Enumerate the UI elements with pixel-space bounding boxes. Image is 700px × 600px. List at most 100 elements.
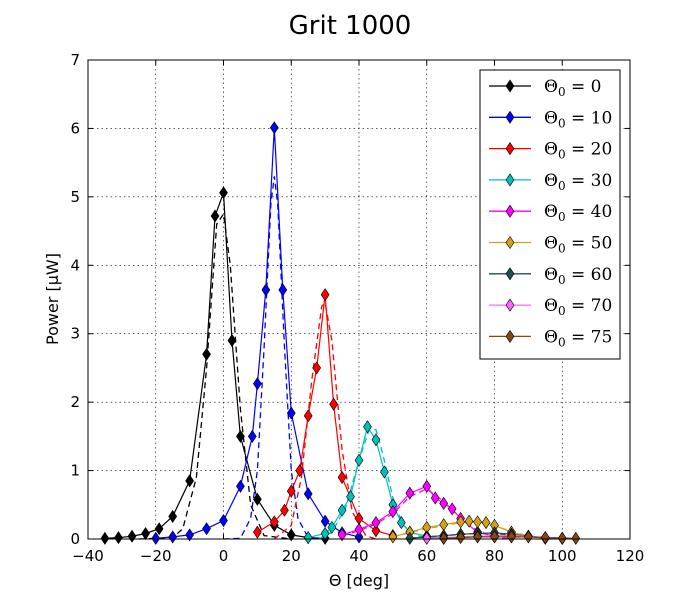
data-point — [312, 361, 322, 375]
data-point — [490, 530, 499, 544]
data-point — [464, 514, 474, 528]
data-point — [388, 505, 398, 519]
data-point — [439, 531, 449, 545]
legend-label: Θ0 = 10 — [544, 108, 612, 130]
legend-label: Θ0 = 50 — [544, 234, 612, 256]
data-point — [236, 429, 245, 443]
legend-marker — [505, 79, 515, 93]
data-point — [371, 524, 381, 538]
data-point — [202, 347, 211, 361]
data-point — [422, 479, 432, 493]
data-point — [380, 465, 389, 479]
series-0 — [100, 186, 330, 545]
y-tick-label: 4 — [70, 256, 80, 274]
data-point — [253, 525, 262, 539]
data-point — [473, 515, 482, 529]
data-point — [286, 528, 296, 542]
data-point — [524, 530, 533, 544]
legend-entry: Θ0 = 70 — [489, 296, 612, 318]
y-tick-label: 0 — [70, 530, 80, 548]
data-point — [346, 490, 355, 504]
data-point — [337, 470, 347, 484]
y-axis-title: Power [μW] — [43, 253, 62, 345]
data-point — [127, 529, 137, 543]
data-point — [354, 453, 364, 467]
y-tick-label: 7 — [70, 51, 80, 69]
legend-entry: Θ0 = 20 — [489, 140, 612, 162]
chart-title: Grit 1000 — [289, 11, 412, 41]
x-tick-label: 60 — [417, 547, 436, 565]
data-point — [388, 530, 398, 544]
legend-label: Θ0 = 70 — [544, 296, 612, 318]
data-point — [320, 288, 330, 302]
data-point — [405, 531, 415, 545]
legend-label: Θ0 = 30 — [544, 171, 612, 193]
series-30 — [303, 420, 449, 545]
fit-line — [273, 301, 377, 540]
legend-marker — [505, 267, 515, 281]
series-10 — [151, 121, 364, 545]
data-point — [354, 511, 364, 526]
data-point — [396, 516, 406, 530]
data-point — [286, 484, 296, 498]
data-point — [303, 409, 313, 423]
legend-marker — [505, 235, 515, 250]
data-point — [295, 464, 305, 478]
x-tick-label: −40 — [72, 547, 104, 565]
data-point — [202, 522, 211, 536]
data-point — [227, 334, 237, 348]
measured-line — [257, 294, 394, 537]
x-tick-label: 120 — [616, 547, 645, 565]
data-point — [507, 530, 516, 544]
data-point — [168, 530, 178, 544]
y-tick-label: 2 — [70, 393, 80, 411]
legend-marker — [505, 329, 515, 343]
legend-label: Θ0 = 40 — [544, 202, 612, 224]
data-point — [185, 528, 194, 542]
data-point — [320, 526, 330, 541]
data-point — [329, 397, 338, 411]
legend-label: Θ0 = 75 — [544, 327, 612, 349]
fit-line — [138, 212, 292, 540]
legend-box — [479, 69, 621, 360]
series-75 — [439, 530, 581, 545]
data-point — [447, 502, 457, 516]
legend-marker — [505, 110, 515, 124]
data-point — [141, 526, 150, 541]
y-tick-label: 1 — [70, 462, 80, 480]
legend-entry: Θ0 = 75 — [489, 327, 612, 349]
y-tick-label: 6 — [70, 119, 80, 137]
data-point — [185, 474, 194, 488]
data-point — [557, 531, 567, 545]
data-point — [405, 486, 415, 500]
legend-marker — [505, 298, 515, 312]
data-point — [456, 531, 465, 545]
data-point — [219, 186, 228, 200]
legend-marker — [505, 173, 515, 187]
legend-label: Θ0 = 0 — [544, 77, 601, 99]
data-point — [371, 433, 381, 447]
x-tick-label: 20 — [282, 547, 301, 565]
data-point — [236, 479, 245, 493]
data-point — [253, 492, 262, 506]
y-tick-label: 5 — [70, 188, 80, 206]
fit-line — [223, 176, 326, 540]
data-point — [327, 520, 337, 534]
fit-line — [318, 428, 434, 540]
measured-line — [155, 127, 360, 539]
series-20 — [253, 288, 398, 543]
data-point — [430, 491, 440, 505]
legend-entry: Θ0 = 60 — [489, 265, 612, 287]
x-tick-label: 80 — [485, 547, 504, 565]
data-point — [286, 406, 296, 420]
data-point — [439, 496, 449, 510]
legend-entry: Θ0 = 10 — [489, 108, 612, 130]
data-point — [473, 530, 482, 544]
x-axis-title: Θ [deg] — [329, 571, 389, 590]
data-point — [354, 522, 364, 536]
data-point — [253, 377, 262, 391]
data-point — [337, 528, 347, 542]
legend-entry: Θ0 = 0 — [489, 77, 601, 99]
legend-entry: Θ0 = 30 — [489, 171, 612, 193]
